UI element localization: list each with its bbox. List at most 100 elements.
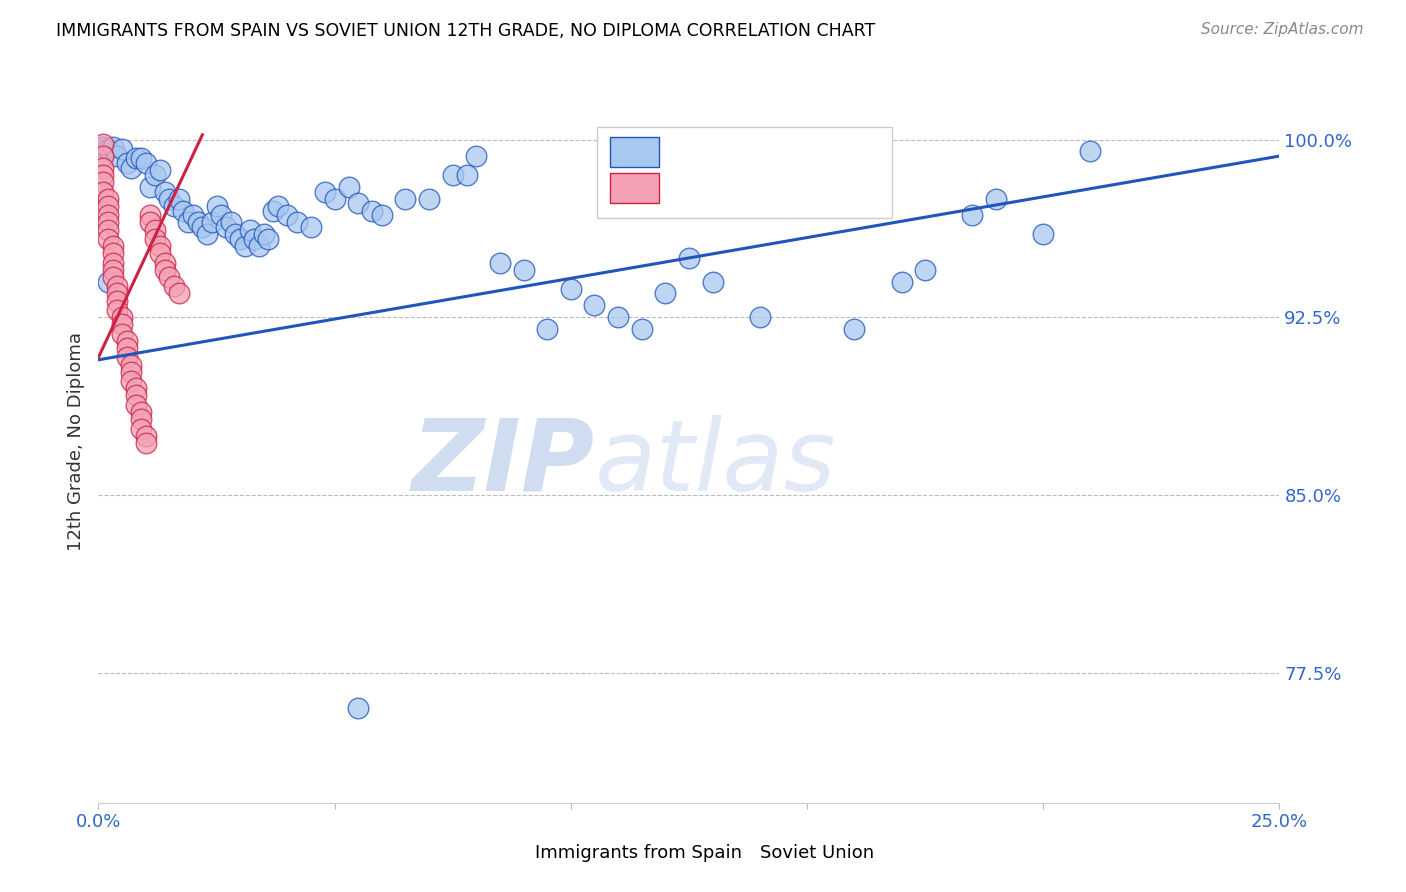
Point bbox=[143, 232, 166, 246]
Point bbox=[172, 203, 194, 218]
Point bbox=[125, 398, 148, 412]
Point bbox=[163, 199, 186, 213]
Point bbox=[149, 239, 172, 253]
Point bbox=[314, 185, 336, 199]
Point bbox=[239, 222, 262, 236]
Point bbox=[115, 334, 138, 348]
Point bbox=[91, 139, 114, 153]
Point bbox=[125, 381, 148, 395]
Point bbox=[129, 421, 152, 435]
Point bbox=[262, 203, 284, 218]
Point bbox=[267, 199, 290, 213]
Point bbox=[97, 199, 120, 213]
Point bbox=[465, 149, 488, 163]
Point bbox=[105, 279, 128, 293]
Point bbox=[97, 232, 120, 246]
Point bbox=[125, 388, 148, 402]
Point bbox=[337, 180, 360, 194]
Point bbox=[91, 149, 114, 163]
Point bbox=[167, 192, 190, 206]
Point bbox=[149, 163, 172, 178]
Point bbox=[135, 435, 157, 450]
Point bbox=[139, 180, 162, 194]
FancyBboxPatch shape bbox=[492, 838, 526, 863]
Point bbox=[257, 232, 280, 246]
Point bbox=[233, 239, 256, 253]
Point bbox=[441, 168, 464, 182]
Point bbox=[91, 185, 114, 199]
Point bbox=[105, 149, 128, 163]
Point bbox=[153, 185, 176, 199]
Point bbox=[890, 275, 912, 289]
Point bbox=[101, 139, 124, 153]
Point bbox=[347, 701, 370, 715]
Text: ZIP: ZIP bbox=[412, 415, 595, 512]
Point bbox=[139, 208, 162, 222]
Point bbox=[489, 255, 512, 269]
Point bbox=[361, 203, 384, 218]
Point bbox=[97, 215, 120, 229]
Point bbox=[91, 161, 114, 175]
Point bbox=[253, 227, 276, 242]
Point bbox=[418, 192, 440, 206]
Text: atlas: atlas bbox=[595, 415, 837, 512]
Point bbox=[177, 215, 200, 229]
Point bbox=[91, 168, 114, 182]
FancyBboxPatch shape bbox=[596, 128, 891, 218]
Point bbox=[748, 310, 770, 325]
Point bbox=[209, 208, 232, 222]
Point bbox=[191, 220, 214, 235]
Point bbox=[153, 255, 176, 269]
Point bbox=[167, 286, 190, 301]
Point bbox=[105, 293, 128, 308]
Point bbox=[97, 142, 120, 156]
Point bbox=[111, 310, 134, 325]
Text: R = 0.269   N = 72: R = 0.269 N = 72 bbox=[673, 137, 859, 156]
Point bbox=[97, 275, 120, 289]
Point bbox=[224, 227, 246, 242]
FancyBboxPatch shape bbox=[610, 136, 659, 167]
Point bbox=[143, 168, 166, 182]
Point bbox=[201, 215, 224, 229]
Point bbox=[371, 208, 394, 222]
Point bbox=[560, 282, 582, 296]
Point bbox=[153, 262, 176, 277]
Point bbox=[536, 322, 558, 336]
Point bbox=[456, 168, 478, 182]
Point bbox=[247, 239, 270, 253]
Point bbox=[195, 227, 218, 242]
Point bbox=[97, 222, 120, 236]
FancyBboxPatch shape bbox=[716, 838, 751, 863]
Point bbox=[135, 428, 157, 442]
Point bbox=[844, 322, 866, 336]
Point bbox=[129, 412, 152, 426]
Point bbox=[97, 192, 120, 206]
Point bbox=[181, 208, 204, 222]
Point bbox=[285, 215, 308, 229]
Text: IMMIGRANTS FROM SPAIN VS SOVIET UNION 12TH GRADE, NO DIPLOMA CORRELATION CHART: IMMIGRANTS FROM SPAIN VS SOVIET UNION 12… bbox=[56, 22, 876, 40]
Point bbox=[187, 215, 209, 229]
Point bbox=[276, 208, 298, 222]
Point bbox=[129, 152, 152, 166]
Point bbox=[97, 208, 120, 222]
Text: Immigrants from Spain: Immigrants from Spain bbox=[536, 845, 742, 863]
Point bbox=[702, 275, 724, 289]
Point bbox=[143, 222, 166, 236]
Point bbox=[630, 322, 652, 336]
Point bbox=[323, 192, 346, 206]
Point bbox=[205, 199, 228, 213]
Point bbox=[962, 208, 984, 222]
Point bbox=[583, 298, 606, 312]
Text: R = 0.387   N = 49: R = 0.387 N = 49 bbox=[673, 173, 859, 193]
Point bbox=[512, 262, 534, 277]
Point bbox=[135, 156, 157, 170]
Point bbox=[111, 142, 134, 156]
Point bbox=[607, 310, 630, 325]
Point bbox=[243, 232, 266, 246]
Y-axis label: 12th Grade, No Diploma: 12th Grade, No Diploma bbox=[66, 332, 84, 551]
Point bbox=[394, 192, 416, 206]
Point bbox=[101, 255, 124, 269]
Point bbox=[101, 246, 124, 260]
Point bbox=[111, 318, 134, 332]
Point bbox=[105, 303, 128, 318]
